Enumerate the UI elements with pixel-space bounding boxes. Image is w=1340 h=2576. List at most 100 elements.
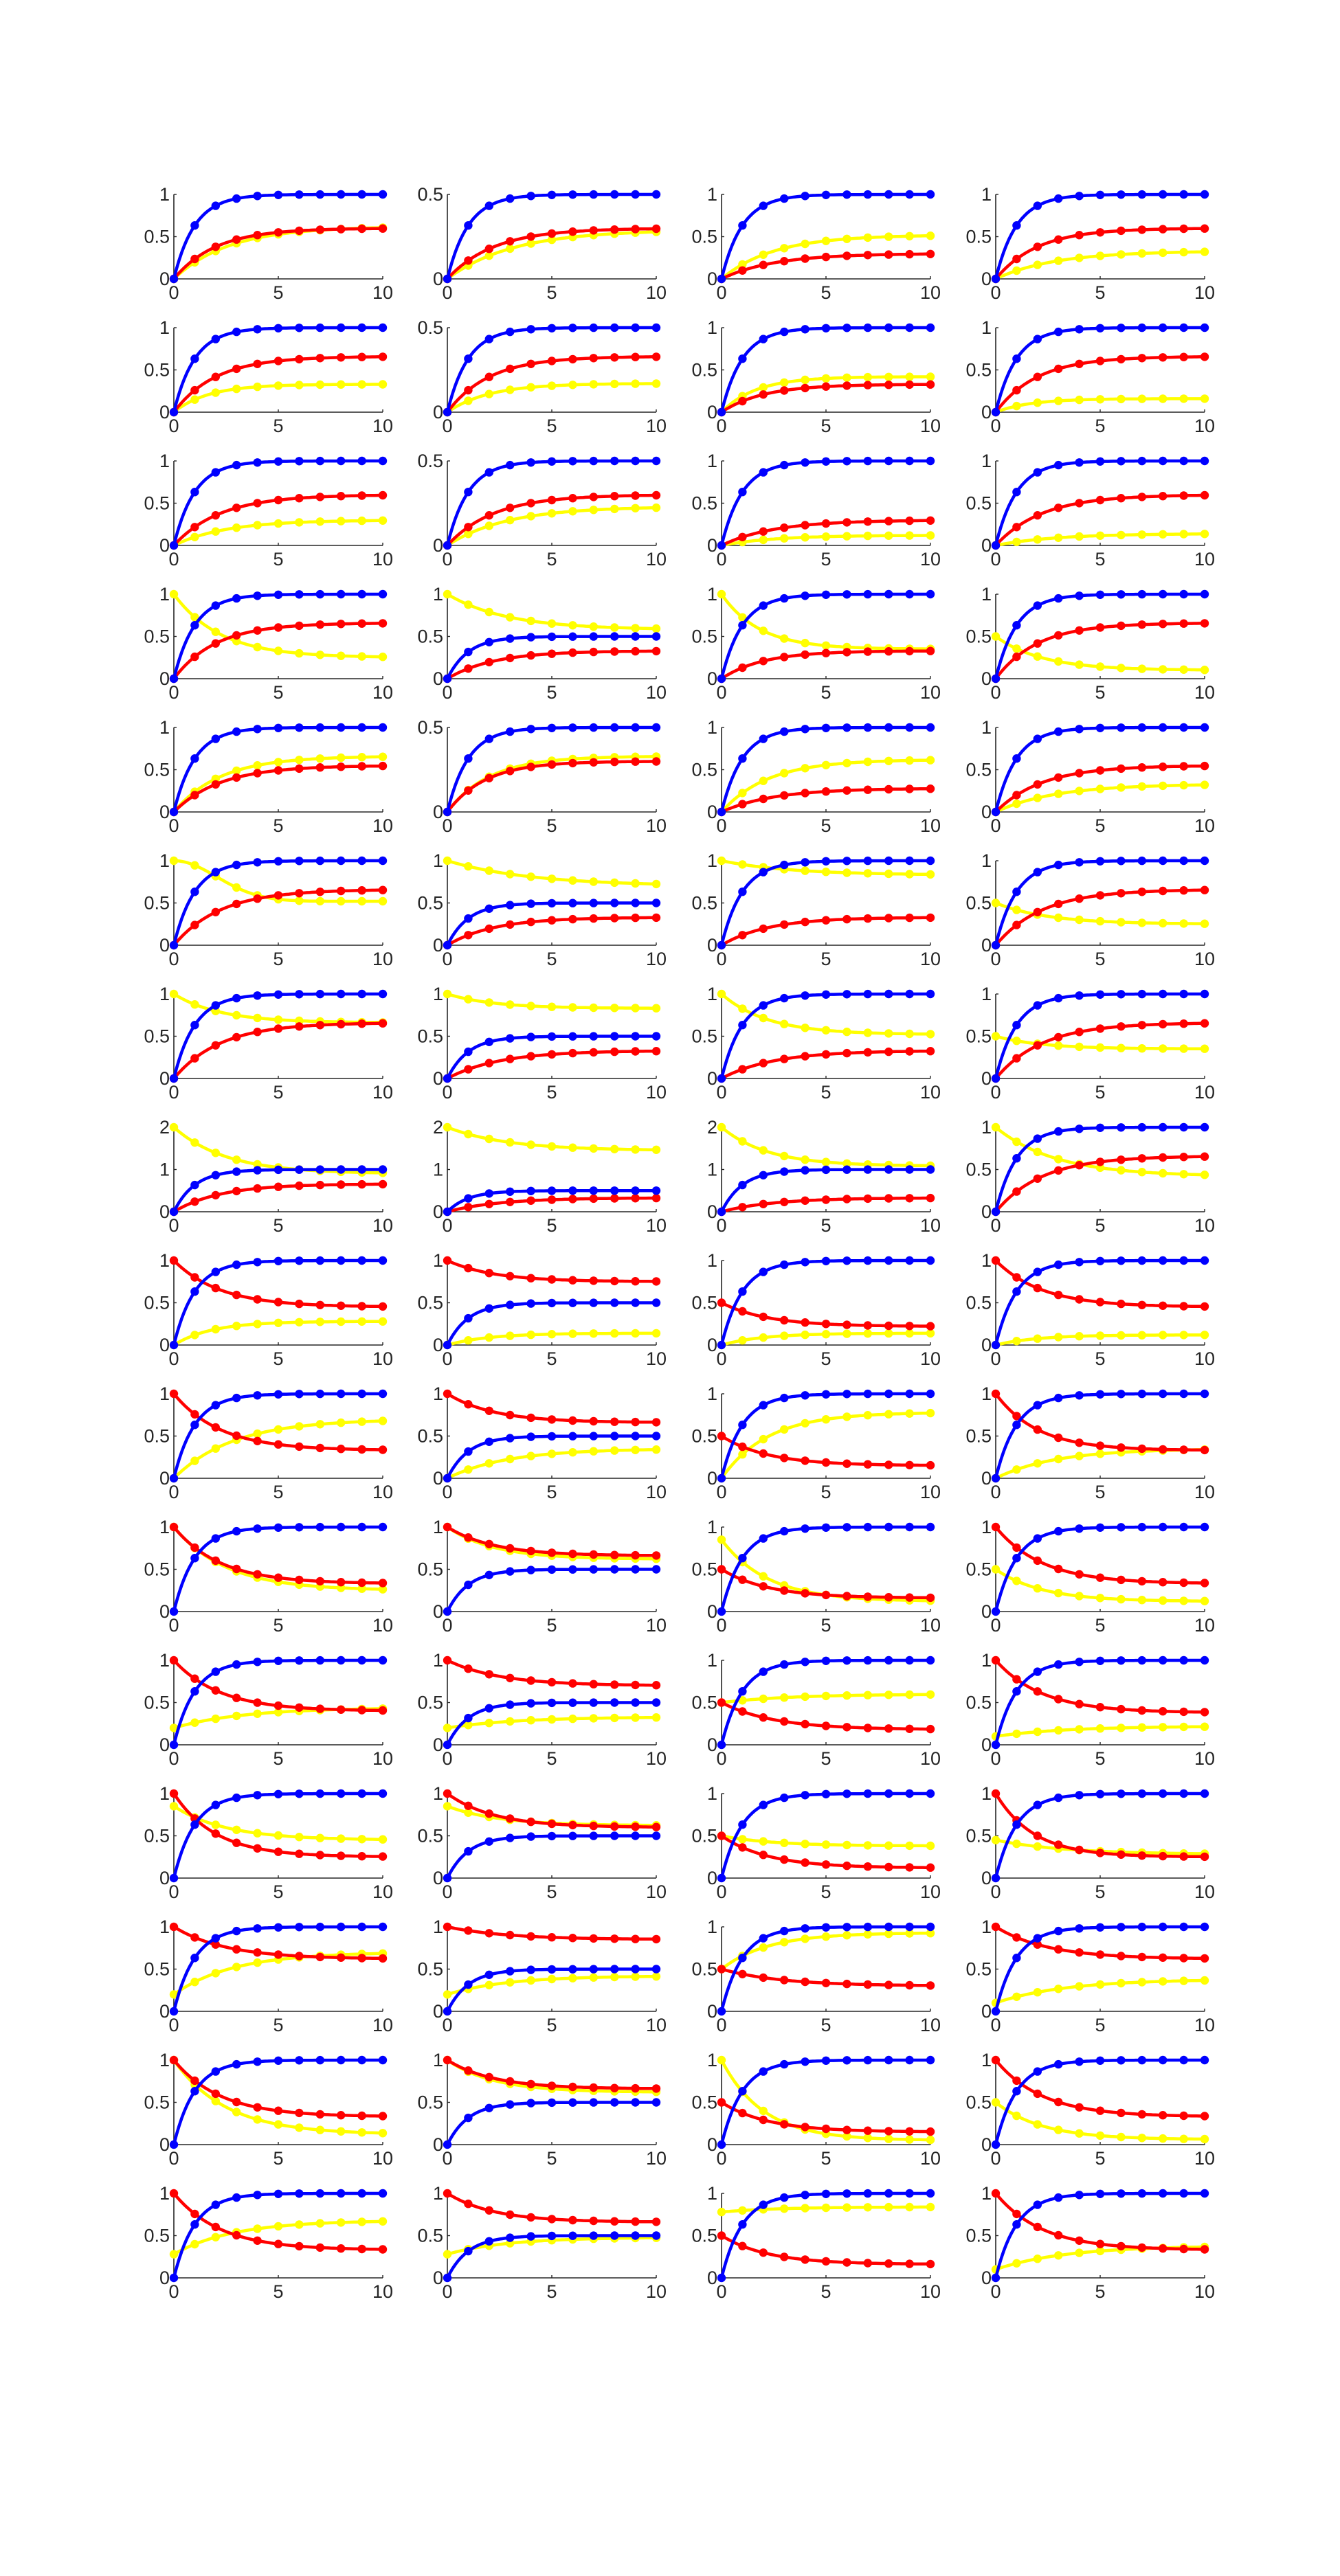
data-point-yellow <box>631 879 640 888</box>
y-tick-label: 0 <box>981 1468 992 1489</box>
data-point-yellow <box>1075 787 1084 795</box>
data-point-yellow <box>863 1930 873 1939</box>
data-point-red <box>821 252 831 262</box>
data-point-yellow <box>905 1409 914 1418</box>
data-point-red <box>801 1456 809 1465</box>
x-tick-label: 10 <box>920 1215 941 1236</box>
data-point-red <box>378 1579 388 1588</box>
data-point-blue <box>863 723 873 732</box>
data-point-yellow <box>631 1972 640 1981</box>
data-point-yellow <box>506 1000 515 1009</box>
data-point-blue <box>991 1740 1001 1750</box>
data-point-red <box>821 1458 831 1467</box>
data-point-yellow <box>738 1696 747 1705</box>
data-point-blue <box>610 190 619 199</box>
data-point-blue <box>1012 221 1021 230</box>
data-point-blue <box>1137 589 1147 599</box>
y-tick-label: 1 <box>981 717 992 738</box>
data-point-yellow <box>821 1932 831 1941</box>
data-point-red <box>526 232 535 241</box>
data-point-red <box>506 2077 515 2086</box>
data-point-red <box>738 1203 747 1212</box>
data-point-blue <box>526 899 535 908</box>
data-point-blue <box>568 190 577 199</box>
data-point-red <box>526 1546 535 1556</box>
data-point-yellow <box>1054 396 1063 405</box>
data-point-blue <box>378 190 388 199</box>
x-tick-label: 10 <box>646 2148 667 2169</box>
series-yellow <box>991 780 1209 817</box>
data-point-blue <box>547 1831 557 1841</box>
y-tick-label: 1 <box>159 1917 170 1937</box>
data-point-red <box>253 894 262 903</box>
data-point-yellow <box>738 260 747 269</box>
data-point-yellow <box>1095 662 1105 671</box>
series-red <box>169 224 388 284</box>
series-line-blue <box>172 592 383 679</box>
data-point-blue <box>190 354 199 363</box>
data-point-red <box>1033 907 1042 917</box>
data-point-red <box>506 1930 515 1940</box>
y-tick-label: 1 <box>707 1783 717 1804</box>
data-point-blue <box>991 2140 1001 2149</box>
data-point-yellow <box>1179 247 1188 257</box>
data-point-yellow <box>568 876 577 885</box>
y-tick-label: 0 <box>433 1335 443 1355</box>
data-point-blue <box>863 589 873 599</box>
data-point-blue <box>1117 590 1126 599</box>
data-point-blue <box>506 634 515 643</box>
data-point-yellow <box>926 756 935 765</box>
data-point-blue <box>780 1793 789 1803</box>
data-point-yellow <box>780 769 789 778</box>
data-point-blue <box>863 1922 873 1932</box>
data-point-red <box>1200 1302 1209 1311</box>
series-yellow <box>443 856 661 889</box>
data-point-red <box>547 1275 557 1284</box>
data-point-red <box>295 1952 304 1961</box>
data-point-red <box>1012 2209 1021 2219</box>
data-point-red <box>378 2245 388 2254</box>
data-point-yellow <box>884 1410 893 1419</box>
data-point-red <box>926 646 935 655</box>
series-yellow <box>717 1408 935 1483</box>
data-point-yellow <box>801 1155 809 1164</box>
y-tick-label: 1 <box>707 1650 717 1671</box>
data-point-yellow <box>1159 665 1168 674</box>
data-point-yellow <box>1200 780 1209 789</box>
data-point-yellow <box>991 2098 1001 2107</box>
data-point-yellow <box>295 1318 304 1327</box>
data-point-yellow <box>1012 2259 1021 2268</box>
x-tick-label: 10 <box>372 949 393 969</box>
data-point-yellow <box>464 1336 473 1345</box>
data-point-yellow <box>357 1835 366 1844</box>
series-yellow <box>443 589 661 633</box>
data-point-red <box>464 931 473 940</box>
data-point-blue <box>253 1524 262 1533</box>
data-point-blue <box>1033 201 1042 210</box>
data-point-yellow <box>378 1835 388 1844</box>
data-point-blue <box>464 1313 473 1323</box>
y-tick-label: 0.5 <box>691 893 717 914</box>
data-point-blue <box>568 324 577 332</box>
data-point-blue <box>378 1656 388 1665</box>
x-tick-label: 10 <box>1194 1482 1215 1502</box>
data-point-red <box>232 773 241 782</box>
series-yellow <box>717 372 935 417</box>
x-tick-label: 5 <box>546 1882 557 1902</box>
x-tick-label: 0 <box>716 949 726 969</box>
y-tick-label: 0.5 <box>691 760 717 780</box>
series-line-blue <box>446 1834 656 1879</box>
data-point-yellow <box>315 651 324 659</box>
data-point-blue <box>1075 1524 1084 1533</box>
data-point-blue <box>926 856 935 866</box>
data-point-red <box>926 249 935 258</box>
x-tick-label: 0 <box>442 949 452 969</box>
data-point-yellow <box>526 872 535 881</box>
data-point-red <box>1033 780 1042 789</box>
data-point-red <box>1054 504 1063 512</box>
data-point-yellow <box>863 2203 873 2212</box>
y-tick-label: 0 <box>159 668 170 689</box>
